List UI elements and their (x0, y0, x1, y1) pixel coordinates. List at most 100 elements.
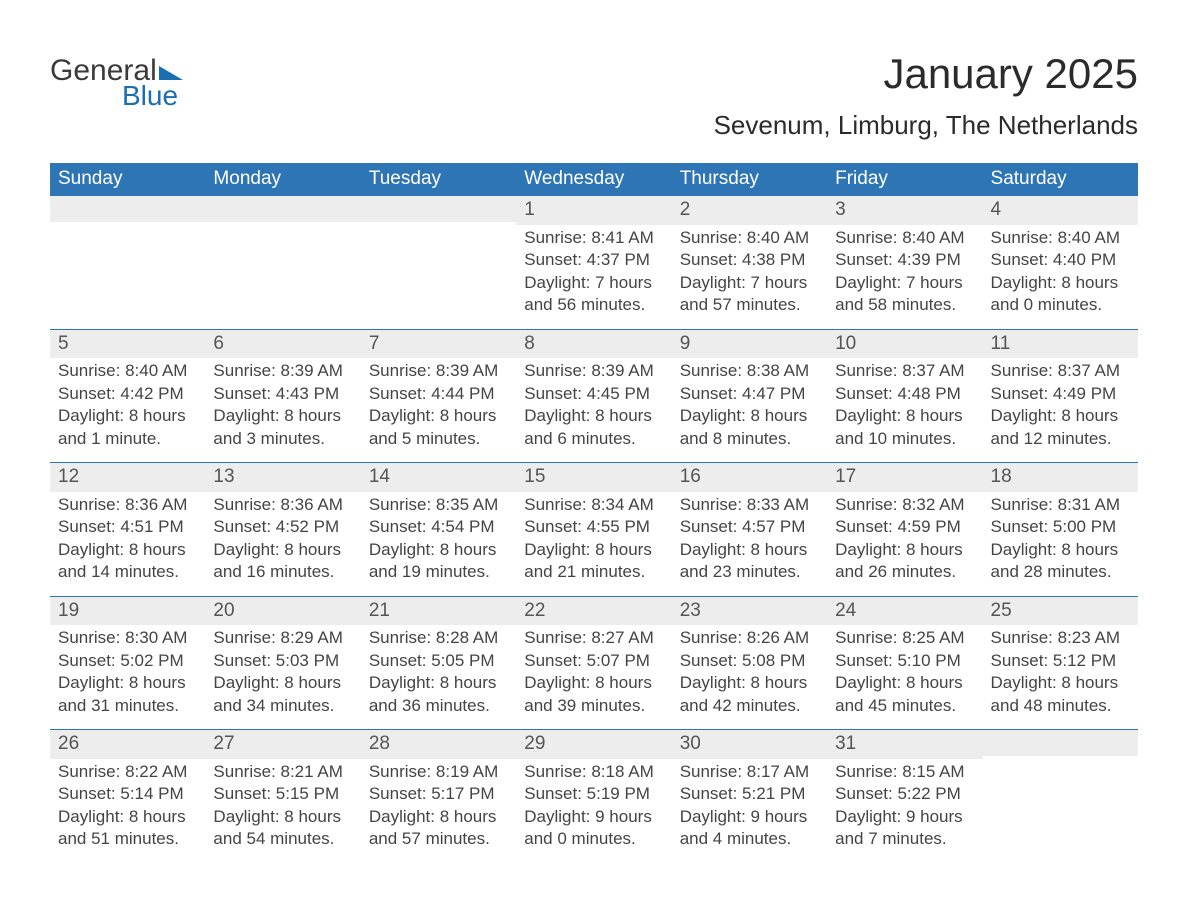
day-number: 15 (516, 463, 671, 492)
sunrise-line: Sunrise: 8:39 AM (524, 360, 663, 382)
daylight-line-1: Daylight: 8 hours (369, 539, 508, 561)
calendar-day: 9Sunrise: 8:38 AMSunset: 4:47 PMDaylight… (672, 330, 827, 463)
day-body: Sunrise: 8:35 AMSunset: 4:54 PMDaylight:… (361, 492, 516, 596)
daylight-line-2: and 12 minutes. (991, 428, 1130, 450)
sunrise-line: Sunrise: 8:34 AM (524, 494, 663, 516)
daylight-line-1: Daylight: 8 hours (835, 405, 974, 427)
calendar-day: 4Sunrise: 8:40 AMSunset: 4:40 PMDaylight… (983, 196, 1138, 329)
dayhdr-friday: Friday (827, 163, 982, 196)
day-body: Sunrise: 8:23 AMSunset: 5:12 PMDaylight:… (983, 625, 1138, 729)
sunset-line: Sunset: 5:19 PM (524, 783, 663, 805)
daylight-line-2: and 57 minutes. (369, 828, 508, 850)
daylight-line-2: and 57 minutes. (680, 294, 819, 316)
daylight-line-1: Daylight: 7 hours (680, 272, 819, 294)
day-number: 3 (827, 196, 982, 225)
daylight-line-1: Daylight: 8 hours (58, 806, 197, 828)
calendar-week: 19Sunrise: 8:30 AMSunset: 5:02 PMDayligh… (50, 596, 1138, 730)
daylight-line-2: and 0 minutes. (991, 294, 1130, 316)
day-number: 25 (983, 597, 1138, 626)
sunset-line: Sunset: 5:12 PM (991, 650, 1130, 672)
daylight-line-1: Daylight: 8 hours (680, 405, 819, 427)
sunset-line: Sunset: 5:15 PM (213, 783, 352, 805)
daylight-line-2: and 54 minutes. (213, 828, 352, 850)
daylight-line-2: and 48 minutes. (991, 695, 1130, 717)
sunset-line: Sunset: 5:05 PM (369, 650, 508, 672)
sunset-line: Sunset: 5:02 PM (58, 650, 197, 672)
page-title: January 2025 (714, 50, 1138, 98)
day-number: 12 (50, 463, 205, 492)
daylight-line-1: Daylight: 8 hours (213, 672, 352, 694)
calendar-day (205, 196, 360, 329)
daylight-line-1: Daylight: 8 hours (369, 806, 508, 828)
daylight-line-2: and 21 minutes. (524, 561, 663, 583)
day-number: 26 (50, 730, 205, 759)
dayhdr-sunday: Sunday (50, 163, 205, 196)
calendar-day: 21Sunrise: 8:28 AMSunset: 5:05 PMDayligh… (361, 597, 516, 730)
daylight-line-2: and 58 minutes. (835, 294, 974, 316)
sunset-line: Sunset: 4:54 PM (369, 516, 508, 538)
daylight-line-1: Daylight: 7 hours (524, 272, 663, 294)
sunrise-line: Sunrise: 8:30 AM (58, 627, 197, 649)
sunrise-line: Sunrise: 8:26 AM (680, 627, 819, 649)
title-block: January 2025 Sevenum, Limburg, The Nethe… (714, 50, 1138, 141)
calendar-day: 10Sunrise: 8:37 AMSunset: 4:48 PMDayligh… (827, 330, 982, 463)
day-number: 11 (983, 330, 1138, 359)
daylight-line-1: Daylight: 8 hours (369, 405, 508, 427)
daylight-line-1: Daylight: 8 hours (680, 672, 819, 694)
sunrise-line: Sunrise: 8:36 AM (58, 494, 197, 516)
calendar-day: 11Sunrise: 8:37 AMSunset: 4:49 PMDayligh… (983, 330, 1138, 463)
day-number: 16 (672, 463, 827, 492)
daylight-line-2: and 23 minutes. (680, 561, 819, 583)
day-body: Sunrise: 8:21 AMSunset: 5:15 PMDaylight:… (205, 759, 360, 863)
day-body: Sunrise: 8:34 AMSunset: 4:55 PMDaylight:… (516, 492, 671, 596)
daylight-line-2: and 51 minutes. (58, 828, 197, 850)
daylight-line-2: and 39 minutes. (524, 695, 663, 717)
calendar-day: 28Sunrise: 8:19 AMSunset: 5:17 PMDayligh… (361, 730, 516, 863)
day-body: Sunrise: 8:27 AMSunset: 5:07 PMDaylight:… (516, 625, 671, 729)
calendar-day: 2Sunrise: 8:40 AMSunset: 4:38 PMDaylight… (672, 196, 827, 329)
day-body (205, 222, 360, 312)
sunset-line: Sunset: 5:22 PM (835, 783, 974, 805)
calendar-day: 26Sunrise: 8:22 AMSunset: 5:14 PMDayligh… (50, 730, 205, 863)
sunrise-line: Sunrise: 8:40 AM (835, 227, 974, 249)
day-number: 6 (205, 330, 360, 359)
brand-logo: General Blue (50, 56, 183, 110)
daylight-line-1: Daylight: 8 hours (524, 539, 663, 561)
sunrise-line: Sunrise: 8:17 AM (680, 761, 819, 783)
day-number (361, 196, 516, 222)
day-body: Sunrise: 8:40 AMSunset: 4:38 PMDaylight:… (672, 225, 827, 329)
daylight-line-2: and 19 minutes. (369, 561, 508, 583)
daylight-line-1: Daylight: 9 hours (835, 806, 974, 828)
calendar-week: 12Sunrise: 8:36 AMSunset: 4:51 PM Dayligh… (50, 462, 1138, 596)
sunset-line: Sunset: 4:51 PM (58, 516, 197, 538)
daylight-line-2: and 31 minutes. (58, 695, 197, 717)
calendar-day: 18Sunrise: 8:31 AMSunset: 5:00 PMDayligh… (983, 463, 1138, 596)
daylight-line-1: Daylight: 8 hours (213, 405, 352, 427)
calendar-day: 30Sunrise: 8:17 AMSunset: 5:21 PMDayligh… (672, 730, 827, 863)
sunrise-line: Sunrise: 8:38 AM (680, 360, 819, 382)
calendar-day: 20Sunrise: 8:29 AMSunset: 5:03 PMDayligh… (205, 597, 360, 730)
daylight-line-2: and 7 minutes. (835, 828, 974, 850)
daylight-line-2: and 42 minutes. (680, 695, 819, 717)
day-body: Sunrise: 8:19 AMSunset: 5:17 PMDaylight:… (361, 759, 516, 863)
calendar-day: 22Sunrise: 8:27 AMSunset: 5:07 PMDayligh… (516, 597, 671, 730)
calendar-day: 7Sunrise: 8:39 AMSunset: 4:44 PMDaylight… (361, 330, 516, 463)
sunrise-line: Sunrise: 8:37 AM (991, 360, 1130, 382)
day-number: 4 (983, 196, 1138, 225)
calendar-day (983, 730, 1138, 863)
sunrise-line: Sunrise: 8:40 AM (58, 360, 197, 382)
sunrise-line: Sunrise: 8:39 AM (369, 360, 508, 382)
daylight-line-2: and 45 minutes. (835, 695, 974, 717)
calendar-day: 23Sunrise: 8:26 AMSunset: 5:08 PMDayligh… (672, 597, 827, 730)
calendar-day: 1Sunrise: 8:41 AMSunset: 4:37 PMDaylight… (516, 196, 671, 329)
calendar-day: 19Sunrise: 8:30 AMSunset: 5:02 PMDayligh… (50, 597, 205, 730)
day-body: Sunrise: 8:38 AMSunset: 4:47 PMDaylight:… (672, 358, 827, 462)
daylight-line-1: Daylight: 8 hours (680, 539, 819, 561)
day-number: 27 (205, 730, 360, 759)
day-body: Sunrise: 8:36 AMSunset: 4:52 PMDaylight:… (205, 492, 360, 596)
day-number: 10 (827, 330, 982, 359)
calendar: Sunday Monday Tuesday Wednesday Thursday… (50, 163, 1138, 863)
sunset-line: Sunset: 4:39 PM (835, 249, 974, 271)
day-number: 21 (361, 597, 516, 626)
calendar-day: 13Sunrise: 8:36 AMSunset: 4:52 PMDayligh… (205, 463, 360, 596)
